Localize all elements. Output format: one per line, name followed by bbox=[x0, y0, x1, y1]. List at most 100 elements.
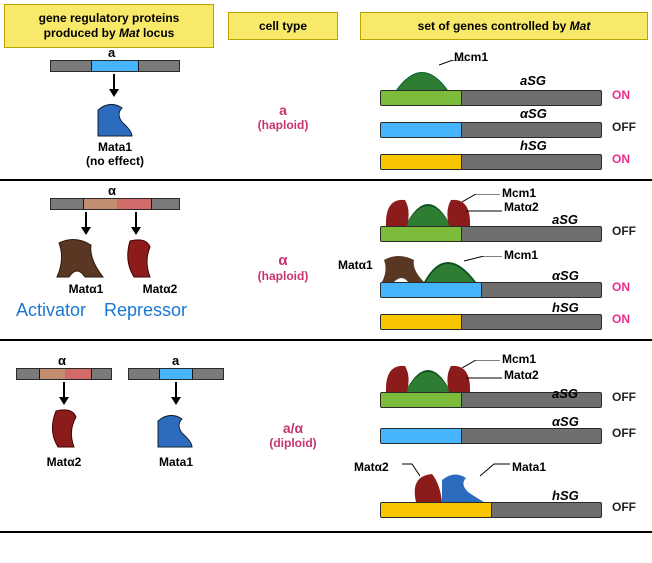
r1-g3-state: ON bbox=[612, 152, 630, 166]
r2-g1-name: aSG bbox=[552, 212, 578, 227]
r3-g1-state: OFF bbox=[612, 390, 636, 404]
section-divider-icon bbox=[0, 530, 652, 534]
r1-cap: Mata1 (no effect) bbox=[55, 140, 175, 168]
hdr-c3-prefix: set of genes controlled by bbox=[418, 19, 570, 33]
arrow-down-icon bbox=[168, 382, 184, 406]
r1-g1-name: aSG bbox=[520, 73, 546, 88]
arrow-down-icon bbox=[56, 382, 72, 406]
arrow-down-icon bbox=[78, 212, 94, 236]
hdr-c1-emph: Mat bbox=[119, 26, 143, 40]
mata1-shape-icon bbox=[92, 98, 136, 138]
mcm1-mata2-double-icon bbox=[383, 358, 473, 394]
r3-locus-seg bbox=[159, 369, 193, 379]
gene-left-seg-icon bbox=[381, 503, 492, 517]
mata2-red-shape-icon bbox=[46, 407, 80, 451]
gene-left-seg-icon bbox=[381, 123, 462, 137]
r3-mata2b-label: Matα2 bbox=[354, 460, 389, 474]
mata1-mcm1-icon bbox=[380, 248, 480, 284]
r3-g3-state: OFF bbox=[612, 500, 636, 514]
r2-gene2-bar bbox=[380, 282, 602, 298]
r3-locus-label-alpha: α bbox=[58, 353, 66, 368]
r3-ct-top: a/α bbox=[283, 420, 303, 436]
callout-line-icon bbox=[462, 360, 500, 372]
r1-cap-l2: (no effect) bbox=[86, 154, 144, 168]
r1-g2-state: OFF bbox=[612, 120, 636, 134]
gene-left-seg-icon bbox=[381, 227, 462, 241]
r2-gene1-bar bbox=[380, 226, 602, 242]
r2-g3-name: hSG bbox=[552, 300, 579, 315]
r1-gene1-bar bbox=[380, 90, 602, 106]
hdr-c1-l2a: produced by bbox=[44, 26, 116, 40]
r3-locus-bar-alpha bbox=[16, 368, 112, 380]
r2-role2: Repressor bbox=[104, 300, 187, 321]
callout-line-icon bbox=[439, 60, 467, 71]
r2-g2-state: ON bbox=[612, 280, 630, 294]
header-col1: gene regulatory proteins produced by Mat… bbox=[4, 4, 214, 48]
r3-cap1: Matα2 bbox=[4, 455, 124, 469]
r2-ct-top: α bbox=[278, 252, 287, 269]
r2-locus-label: α bbox=[108, 183, 116, 198]
section-divider-icon bbox=[0, 338, 652, 342]
r1-cap-l1: Mata1 bbox=[98, 140, 132, 154]
r2-mata2-label: Matα2 bbox=[504, 200, 539, 214]
r1-g3-name: hSG bbox=[520, 138, 547, 153]
r3-ct-bot: (diploid) bbox=[269, 436, 316, 450]
r3-mata1-label: Mata1 bbox=[512, 460, 546, 474]
gene-left-seg-icon bbox=[381, 429, 462, 443]
r2-g3-state: ON bbox=[612, 312, 630, 326]
r3-mcm1-label: Mcm1 bbox=[502, 352, 536, 366]
gene-left-seg-icon bbox=[381, 315, 462, 329]
hdr-c3-emph: Mat bbox=[570, 19, 591, 33]
r2-gene3-bar bbox=[380, 314, 602, 330]
r1-locus-label: a bbox=[108, 45, 115, 60]
r3-mata2-label: Matα2 bbox=[504, 368, 539, 382]
callout-line-icon bbox=[464, 256, 502, 266]
mcm1-mata2-double-icon bbox=[383, 192, 473, 228]
r3-gene3-bar bbox=[380, 502, 602, 518]
callout-line-icon bbox=[466, 206, 502, 216]
r2-cap2: Matα2 bbox=[100, 282, 220, 296]
gene-left-seg-icon bbox=[381, 155, 462, 169]
mata2-mata1-pair-icon bbox=[410, 468, 490, 504]
r2-role1: Activator bbox=[16, 300, 86, 321]
gene-left-seg-icon bbox=[381, 283, 482, 297]
gene-left-seg-icon bbox=[381, 393, 462, 407]
r3-cap2: Mata1 bbox=[116, 455, 236, 469]
arrow-down-icon bbox=[128, 212, 144, 236]
r1-g1-state: ON bbox=[612, 88, 630, 102]
r3-g2-state: OFF bbox=[612, 426, 636, 440]
callout-line-icon bbox=[462, 194, 500, 206]
r3-locus-seg bbox=[39, 369, 67, 379]
r1-celltype: a (haploid) bbox=[228, 102, 338, 132]
arrow-down-icon bbox=[106, 74, 122, 98]
r2-locus-seg1 bbox=[83, 199, 119, 209]
r2-mcm1b-label: Mcm1 bbox=[504, 248, 538, 262]
r1-ct-top: a bbox=[279, 102, 287, 118]
hdr-c1-tail: locus bbox=[143, 26, 174, 40]
r2-mata1-label: Matα1 bbox=[338, 258, 373, 272]
r2-celltype: α (haploid) bbox=[228, 252, 338, 283]
r3-gene2-bar bbox=[380, 428, 602, 444]
r2-g2-name: αSG bbox=[552, 268, 579, 283]
header-col3: set of genes controlled by Mat bbox=[360, 12, 648, 40]
r3-locus-label-a: a bbox=[172, 353, 179, 368]
r3-g1-name: aSG bbox=[552, 386, 578, 401]
r3-g2-name: αSG bbox=[552, 414, 579, 429]
r1-locus-bar bbox=[50, 60, 180, 72]
mata2-red-shape-icon bbox=[120, 237, 156, 281]
r3-g3-name: hSG bbox=[552, 488, 579, 503]
gene-left-seg-icon bbox=[381, 91, 462, 105]
r3-locus-seg bbox=[65, 369, 92, 379]
r1-ct-bot: (haploid) bbox=[258, 118, 309, 132]
header-col2: cell type bbox=[228, 12, 338, 40]
hdr-c1-l1: gene regulatory proteins bbox=[39, 11, 180, 25]
section-divider-icon bbox=[0, 178, 652, 182]
r1-gene3-bar bbox=[380, 154, 602, 170]
r2-locus-seg2 bbox=[117, 199, 152, 209]
r3-celltype: a/α (diploid) bbox=[238, 420, 348, 450]
mata1-brown-shape-icon bbox=[55, 237, 105, 281]
r2-mcm1-label: Mcm1 bbox=[502, 186, 536, 200]
callout-line-icon bbox=[466, 374, 502, 382]
r1-locus-a-seg bbox=[91, 61, 139, 71]
diagram-page: gene regulatory proteins produced by Mat… bbox=[0, 0, 652, 563]
